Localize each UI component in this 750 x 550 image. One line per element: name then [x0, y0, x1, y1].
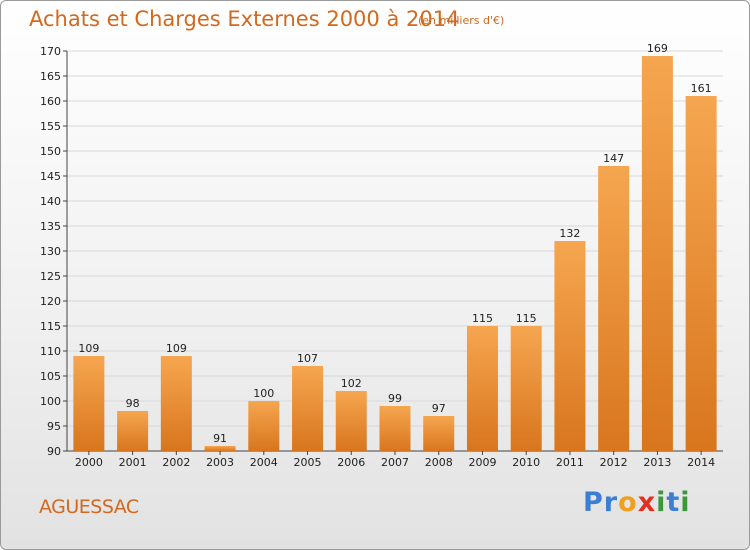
bar-value-label: 115	[516, 312, 537, 325]
bar-value-label: 99	[388, 392, 402, 405]
x-tick-label: 2007	[381, 456, 409, 469]
bar	[685, 96, 717, 451]
bar-value-label: 109	[78, 342, 99, 355]
bar-value-label: 98	[126, 397, 140, 410]
logo-letter: P	[583, 487, 604, 518]
y-tick-label: 165	[40, 70, 61, 83]
logo-letter: i	[680, 487, 691, 518]
y-tick-label: 155	[40, 120, 61, 133]
x-tick-label: 2000	[75, 456, 103, 469]
y-tick-label: 110	[40, 345, 61, 358]
y-tick-label: 145	[40, 170, 61, 183]
x-tick-label: 2002	[162, 456, 190, 469]
bar-value-label: 97	[432, 402, 446, 415]
bar	[466, 326, 498, 451]
y-tick-label: 120	[40, 295, 61, 308]
y-tick-label: 100	[40, 395, 61, 408]
bar	[423, 416, 455, 451]
x-tick-label: 2012	[600, 456, 628, 469]
bar	[379, 406, 411, 451]
x-tick-label: 2005	[294, 456, 322, 469]
bar	[160, 356, 192, 451]
bar-value-label: 109	[166, 342, 187, 355]
bar-value-label: 147	[603, 152, 624, 165]
bar-value-label: 169	[647, 42, 668, 55]
x-tick-label: 2003	[206, 456, 234, 469]
bar	[510, 326, 542, 451]
bar-value-label: 132	[559, 227, 580, 240]
logo-letter: r	[603, 487, 619, 518]
y-tick-label: 130	[40, 245, 61, 258]
x-tick-label: 2013	[643, 456, 671, 469]
y-tick-label: 170	[40, 45, 61, 58]
bar	[73, 356, 105, 451]
bar	[641, 56, 673, 451]
place-name: AGUESSAC	[39, 496, 139, 518]
bar	[335, 391, 367, 451]
x-tick-label: 2008	[425, 456, 453, 469]
bars: 109 98 109 91 100 107 102 99 97 115 115 132 147 169 16…	[73, 42, 717, 451]
y-tick-label: 90	[47, 445, 61, 458]
y-tick-label: 95	[47, 420, 61, 433]
bar	[598, 166, 630, 451]
y-tick-label: 125	[40, 270, 61, 283]
x-tick-label: 2011	[556, 456, 584, 469]
logo-letter: o	[618, 487, 638, 518]
y-tick-label: 115	[40, 320, 61, 333]
x-tick-label: 2006	[337, 456, 365, 469]
logo-letter: i	[656, 487, 667, 518]
y-tick-label: 150	[40, 145, 61, 158]
y-tick-label: 135	[40, 220, 61, 233]
y-tick-label: 160	[40, 95, 61, 108]
bar-value-label: 107	[297, 352, 318, 365]
logo-letter: t	[666, 487, 681, 518]
x-tick-label: 2009	[468, 456, 496, 469]
x-tick-label: 2014	[687, 456, 715, 469]
chart-title: Achats et Charges Externes 2000 à 2014	[29, 7, 460, 31]
bar-value-label: 102	[341, 377, 362, 390]
proxiti-logo: Proxiti	[583, 487, 691, 518]
bar	[248, 401, 280, 451]
x-tick-label: 2001	[119, 456, 147, 469]
bar-value-label: 91	[213, 432, 227, 445]
bar	[554, 241, 586, 451]
bar	[204, 446, 236, 451]
x-tick-label: 2004	[250, 456, 278, 469]
bar	[292, 366, 324, 451]
chart-subtitle: (en milliers d'€)	[418, 14, 505, 27]
logo-letter: x	[637, 487, 657, 518]
y-tick-label: 140	[40, 195, 61, 208]
bar-value-label: 161	[691, 82, 712, 95]
bar-value-label: 100	[253, 387, 274, 400]
x-tick-label: 2010	[512, 456, 540, 469]
bar-value-label: 115	[472, 312, 493, 325]
bar	[117, 411, 149, 451]
y-tick-label: 105	[40, 370, 61, 383]
